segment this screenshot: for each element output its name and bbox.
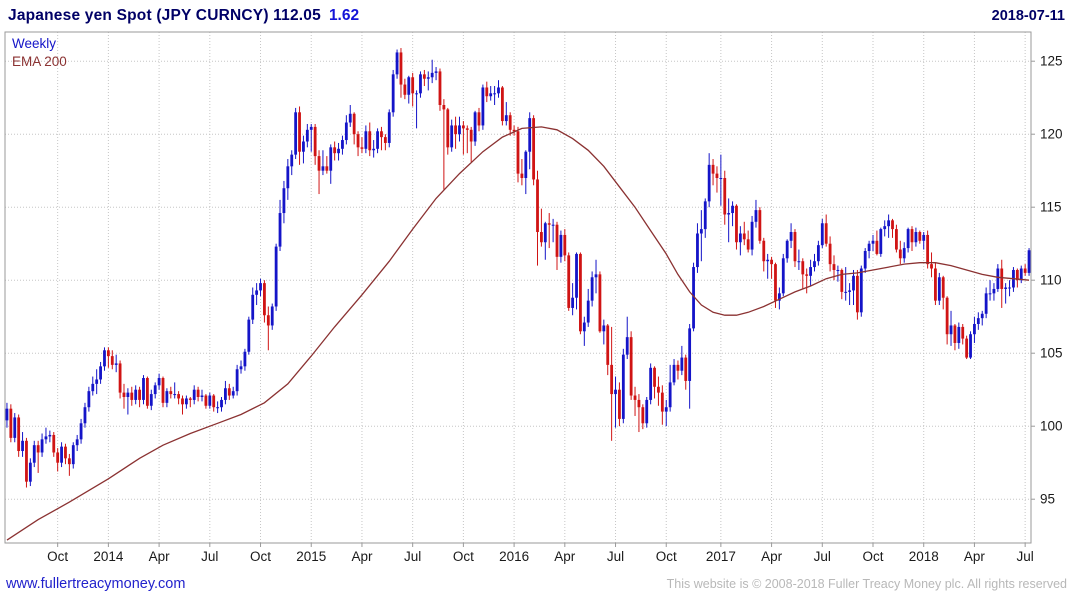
y-axis-label: 115 — [1040, 200, 1062, 215]
x-axis-label: Oct — [453, 549, 474, 564]
chart-legend: Weekly EMA 200 — [12, 35, 67, 71]
x-axis-label: Apr — [554, 549, 576, 564]
site-link[interactable]: www.fullertreacymoney.com — [6, 575, 186, 592]
legend-weekly: Weekly — [12, 36, 57, 51]
x-axis-label: Oct — [47, 549, 68, 564]
legend-ema-200: EMA 200 — [12, 54, 67, 69]
y-axis-label: 95 — [1040, 492, 1055, 507]
x-axis-label: Oct — [862, 549, 883, 564]
y-axis-label: 120 — [1040, 127, 1063, 142]
x-axis-label: Apr — [351, 549, 373, 564]
y-axis-label: 105 — [1040, 346, 1063, 361]
grid — [5, 32, 1035, 547]
plot-frame — [4, 31, 1032, 544]
x-axis-label: 2015 — [296, 549, 326, 564]
ema-line — [6, 126, 1030, 541]
chart-date: 2018-07-11 — [991, 8, 1065, 24]
x-axis-label: Jul — [814, 549, 831, 564]
x-axis-label: Apr — [149, 549, 171, 564]
price-chart: 95 100 105 110 115 120 125 Oct 2014 Apr Jul Oct 2015… — [4, 31, 1063, 564]
y-axis-label: 110 — [1040, 273, 1062, 288]
x-axis-label: Jul — [1017, 549, 1034, 564]
x-axis-label: Apr — [964, 549, 986, 564]
x-axis-label: 2018 — [909, 549, 939, 564]
chart-title-bar: Japanese yen Spot (JPY CURNCY) 112.05 1.… — [0, 0, 1075, 30]
x-axis-label: Oct — [250, 549, 271, 564]
axis-labels: 95 100 105 110 115 120 125 Oct 2014 Apr Jul Oct 2015… — [47, 54, 1062, 564]
x-axis-label: 2016 — [499, 549, 529, 564]
page-footer: www.fullertreacymoney.com This website i… — [0, 571, 1075, 600]
x-axis-label: 2014 — [93, 549, 124, 564]
x-axis-label: Oct — [656, 549, 677, 564]
page-title: Japanese yen Spot (JPY CURNCY) 112.05 — [8, 7, 321, 24]
x-axis-label: Jul — [201, 549, 218, 564]
y-axis-label: 100 — [1040, 419, 1063, 434]
candles — [5, 48, 1031, 488]
x-axis-label: Jul — [404, 549, 421, 564]
x-axis-label: 2017 — [706, 549, 736, 564]
x-axis-label: Jul — [607, 549, 624, 564]
copyright-text: This website is © 2008-2018 Fuller Treac… — [666, 576, 1067, 591]
y-axis-label: 125 — [1040, 54, 1063, 69]
x-axis-label: Apr — [761, 549, 783, 564]
price-change: 1.62 — [328, 7, 360, 24]
